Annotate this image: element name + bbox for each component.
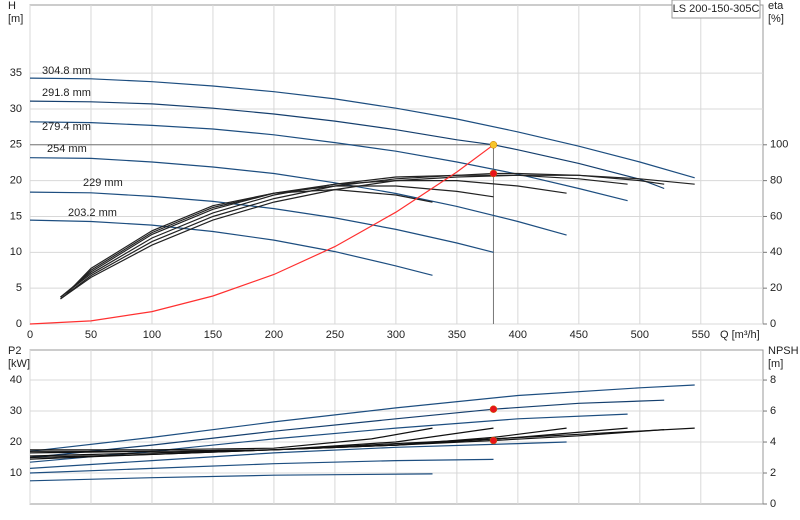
- x-tick-label: 300: [387, 329, 405, 341]
- y-tick-label: 15: [10, 210, 22, 222]
- y-tick-label: 30: [10, 103, 22, 115]
- curve: [29, 399, 665, 459]
- y-tick-label: 40: [10, 374, 22, 386]
- curve-label: 203.2 mm: [68, 207, 117, 219]
- title-box: [671, 0, 761, 19]
- x-axis-label: Q [m³/h]: [720, 329, 760, 341]
- curve: [29, 121, 628, 202]
- y2-axis-label: [%]: [768, 13, 784, 25]
- y2-tick-label: 4: [770, 436, 776, 448]
- y2-axis-label: eta: [768, 0, 784, 12]
- y-tick-label: 30: [10, 405, 22, 417]
- duty-point: [489, 405, 498, 413]
- curve-label: 304.8 mm: [42, 65, 91, 77]
- curve: [29, 191, 494, 253]
- curve: [29, 157, 567, 236]
- x-tick-label: 200: [265, 329, 283, 341]
- y-tick-label: 20: [10, 436, 22, 448]
- curve: [30, 427, 433, 451]
- x-tick-label: 250: [326, 329, 344, 341]
- duty-point: [489, 169, 498, 178]
- x-tick-label: 450: [570, 329, 588, 341]
- curve: [29, 100, 665, 190]
- curve-label: 229 mm: [83, 177, 123, 189]
- y2-tick-label: 0: [770, 318, 776, 330]
- plot-area: [29, 4, 764, 325]
- curve: [29, 458, 494, 474]
- y2-tick-label: 60: [770, 210, 782, 222]
- y2-tick-label: 6: [770, 405, 776, 417]
- x-tick-label: 100: [143, 329, 161, 341]
- curve: [29, 473, 433, 482]
- curve: [29, 77, 695, 179]
- y-tick-label: 10: [10, 246, 22, 258]
- curve: [60, 172, 665, 300]
- curve: [29, 441, 567, 469]
- y-tick-label: 5: [16, 282, 22, 294]
- x-tick-label: 500: [631, 329, 649, 341]
- x-tick-label: 400: [509, 329, 527, 341]
- curve-label: 279.4 mm: [42, 121, 91, 133]
- x-tick-label: 350: [448, 329, 466, 341]
- x-tick-label: 50: [85, 329, 97, 341]
- y-tick-label: 35: [10, 67, 22, 79]
- y2-axis-label: [m]: [768, 358, 783, 370]
- y2-tick-label: 2: [770, 467, 776, 479]
- x-tick-label: 150: [204, 329, 222, 341]
- duty-point: [489, 141, 498, 149]
- curve: [30, 427, 494, 452]
- curve-label: 254 mm: [47, 143, 87, 155]
- x-tick-label: 550: [692, 329, 710, 341]
- y2-tick-label: 80: [770, 175, 782, 187]
- curve: [29, 144, 494, 325]
- y-tick-label: 25: [10, 139, 22, 151]
- curve: [60, 180, 567, 298]
- duty-point: [489, 436, 498, 445]
- y-tick-label: 20: [10, 175, 22, 187]
- plot-area: [29, 349, 764, 505]
- curve: [66, 188, 433, 294]
- y2-tick-label: 100: [770, 139, 788, 151]
- y-axis-label: [kW]: [8, 358, 30, 370]
- curve-label: 291.8 mm: [42, 87, 91, 99]
- chart-title: LS 200-150-305C: [673, 3, 760, 15]
- y2-tick-label: 20: [770, 282, 782, 294]
- y-tick-label: 0: [16, 318, 22, 330]
- y-axis-label: [m]: [8, 13, 23, 25]
- curve: [29, 384, 695, 452]
- x-tick-label: 0: [27, 329, 33, 341]
- curve: [29, 219, 433, 276]
- y2-tick-label: 8: [770, 374, 776, 386]
- y-tick-label: 10: [10, 467, 22, 479]
- y2-axis-label: NPSH: [768, 345, 799, 357]
- y2-tick-label: 0: [770, 498, 776, 510]
- y-axis-label: P2: [8, 345, 21, 357]
- y2-tick-label: 40: [770, 246, 782, 258]
- y-axis-label: H: [8, 0, 16, 12]
